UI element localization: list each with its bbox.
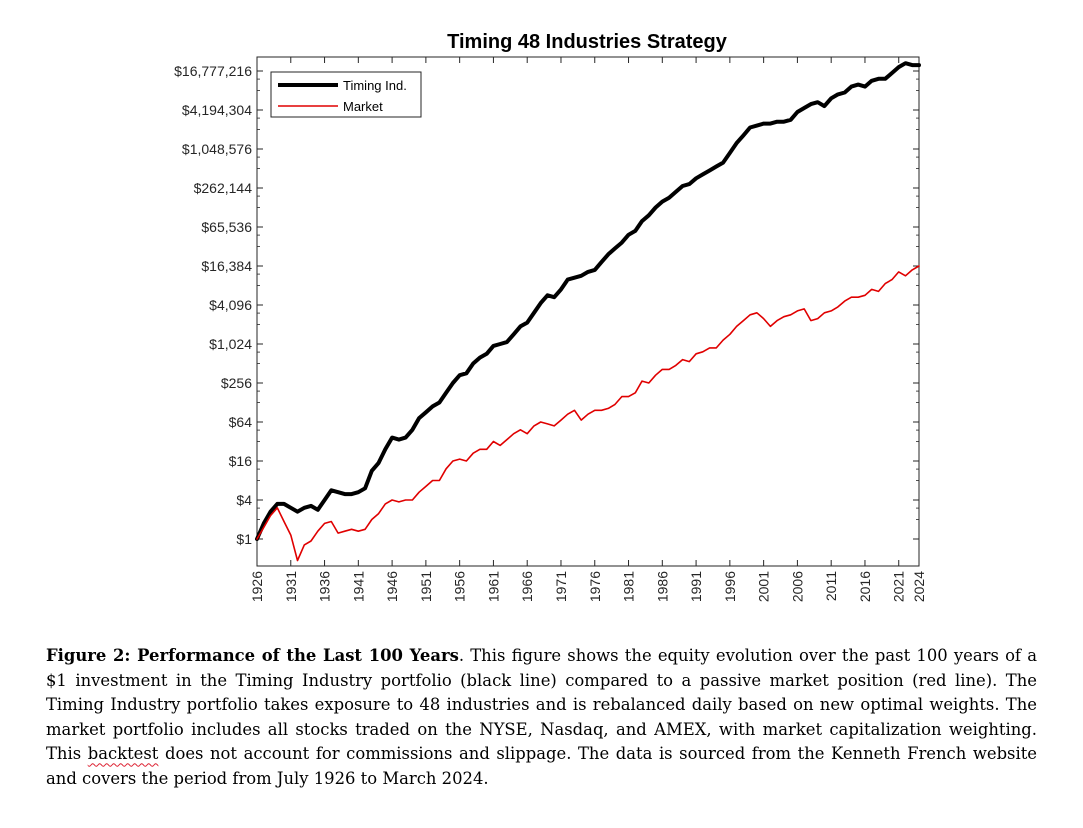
y-tick-label: $1,048,576	[182, 141, 252, 157]
legend-label-timing: Timing Ind.	[343, 78, 407, 93]
legend-label-market: Market	[343, 99, 383, 114]
caption-spellcheck-word: backtest	[87, 744, 159, 764]
y-tick-label: $65,536	[201, 219, 252, 235]
x-tick-label: 1956	[452, 571, 468, 602]
x-tick-label: 1941	[350, 571, 366, 602]
x-tick-label: 1991	[688, 571, 704, 602]
y-tick-label: $4	[236, 492, 252, 508]
y-tick-label: $16,384	[201, 258, 252, 274]
x-axis: 1926 1931 1936 1941 1946 1951 1956 1961 1966 1971…	[249, 57, 927, 602]
x-tick-label: 1981	[621, 571, 637, 602]
caption-text-1: . This figure shows the equity evolution…	[46, 646, 1037, 764]
x-tick-label: 1966	[519, 571, 535, 602]
y-tick-label: $4,194,304	[182, 102, 252, 118]
series-layer	[255, 61, 921, 562]
x-tick-label: 1946	[384, 571, 400, 602]
x-tick-label: 1926	[249, 571, 265, 602]
equity-chart: Timing 48 Industries Strategy $1 $4 $16 $64…	[174, 31, 927, 602]
x-tick-label: 1996	[722, 571, 738, 602]
x-tick-label: 2006	[789, 571, 805, 602]
chart-title: Timing 48 Industries Strategy	[447, 31, 728, 53]
plot-frame	[256, 56, 920, 567]
y-tick-label: $4,096	[209, 297, 252, 313]
x-tick-label: 1971	[553, 571, 569, 602]
x-tick-label: 2024	[911, 571, 927, 602]
caption-lead: Figure 2: Performance of the Last 100 Ye…	[46, 646, 459, 665]
y-tick-label: $262,144	[194, 180, 253, 196]
x-tick-label: 2011	[823, 571, 839, 601]
y-axis: $1 $4 $16 $64 $256 $1,024 $4,096 $16,384 $65,536…	[174, 63, 919, 547]
x-tick-label: 2021	[891, 571, 907, 602]
x-tick-label: 1931	[283, 571, 299, 602]
series-line-timing	[255, 61, 921, 541]
y-tick-label: $16	[229, 453, 253, 469]
x-tick-label: 2001	[756, 571, 772, 602]
y-tick-label: $16,777,216	[174, 63, 252, 79]
y-tick-label: $64	[229, 414, 253, 430]
legend-box	[270, 71, 422, 118]
plot-area	[256, 56, 920, 567]
caption-text-2: does not account for commissions and sli…	[46, 744, 1037, 788]
figure-caption: Figure 2: Performance of the Last 100 Ye…	[46, 644, 1037, 792]
y-tick-label: $1,024	[209, 336, 252, 352]
x-tick-label: 1961	[485, 571, 501, 602]
x-tick-label: 1976	[587, 571, 603, 602]
x-tick-label: 1986	[654, 571, 670, 602]
x-tick-label: 1936	[317, 571, 333, 602]
y-tick-label: $256	[221, 375, 252, 391]
x-tick-label: 1951	[418, 571, 434, 602]
legend: Timing Ind. Market	[270, 71, 422, 118]
series-line-market	[256, 265, 920, 562]
x-tick-label: 2016	[857, 571, 873, 602]
y-tick-label: $1	[236, 531, 252, 547]
